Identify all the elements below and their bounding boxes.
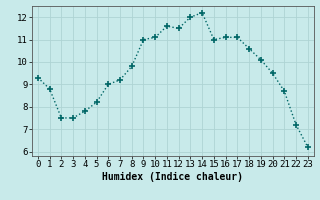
X-axis label: Humidex (Indice chaleur): Humidex (Indice chaleur) [102, 172, 243, 182]
